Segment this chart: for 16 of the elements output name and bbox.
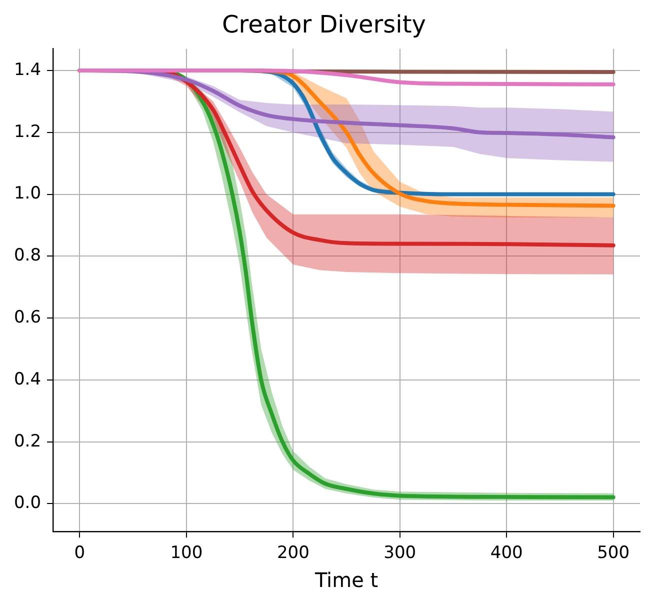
y-tick-label: 1.4 — [14, 60, 42, 80]
y-tick-label: 0.6 — [14, 307, 42, 328]
x-tick-label: 500 — [597, 543, 630, 564]
x-tick-label: 200 — [276, 543, 310, 564]
y-tick-label: 0.4 — [14, 369, 42, 390]
y-tick-label: 1.2 — [14, 122, 42, 142]
y-tick-label: 0.8 — [14, 246, 42, 266]
x-axis-title: Time t — [314, 568, 378, 592]
x-tick-label: 100 — [170, 543, 203, 564]
y-tick-label: 0.2 — [14, 431, 42, 452]
y-tick-label: 1.0 — [14, 184, 42, 204]
x-tick-label: 400 — [490, 543, 523, 564]
chart-title: Creator Diversity — [222, 10, 426, 39]
x-tick-label: 0 — [74, 543, 86, 564]
x-tick-label: 300 — [384, 543, 416, 564]
y-tick-label: 0.0 — [14, 493, 42, 514]
